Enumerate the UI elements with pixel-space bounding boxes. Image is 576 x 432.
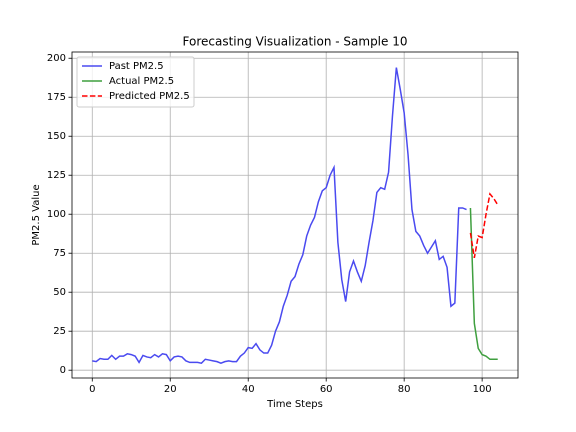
plot-frame xyxy=(71,51,519,379)
x-tick-label: 40 xyxy=(242,384,255,395)
chart-title: Forecasting Visualization - Sample 10 xyxy=(183,35,408,49)
series-line xyxy=(469,192,499,259)
y-tick-label: 50 xyxy=(53,287,66,298)
x-tick-label: 60 xyxy=(320,384,333,395)
y-tick-label: 0 xyxy=(60,365,66,376)
legend-label: Predicted PM2.5 xyxy=(109,91,190,102)
series-line xyxy=(469,207,498,361)
x-tick-label: 20 xyxy=(164,384,177,395)
legend-label: Actual PM2.5 xyxy=(109,76,174,87)
y-tick-label: 75 xyxy=(53,248,66,259)
y-tick-label: 200 xyxy=(47,53,66,64)
legend-label: Past PM2.5 xyxy=(109,61,164,72)
x-tick-label: 80 xyxy=(398,384,411,395)
y-axis-label: PM2.5 Value xyxy=(31,184,42,245)
y-tick-label: 25 xyxy=(53,326,66,337)
y-tick-label: 125 xyxy=(47,170,66,181)
y-tick-label: 150 xyxy=(47,131,66,142)
series-line xyxy=(92,67,467,364)
y-tick-label: 175 xyxy=(47,92,66,103)
x-tick-label: 100 xyxy=(473,384,492,395)
x-axis-label: Time Steps xyxy=(266,399,323,410)
y-tick-label: 100 xyxy=(47,209,66,220)
x-tick-label: 0 xyxy=(89,384,95,395)
legend-box xyxy=(76,56,195,108)
